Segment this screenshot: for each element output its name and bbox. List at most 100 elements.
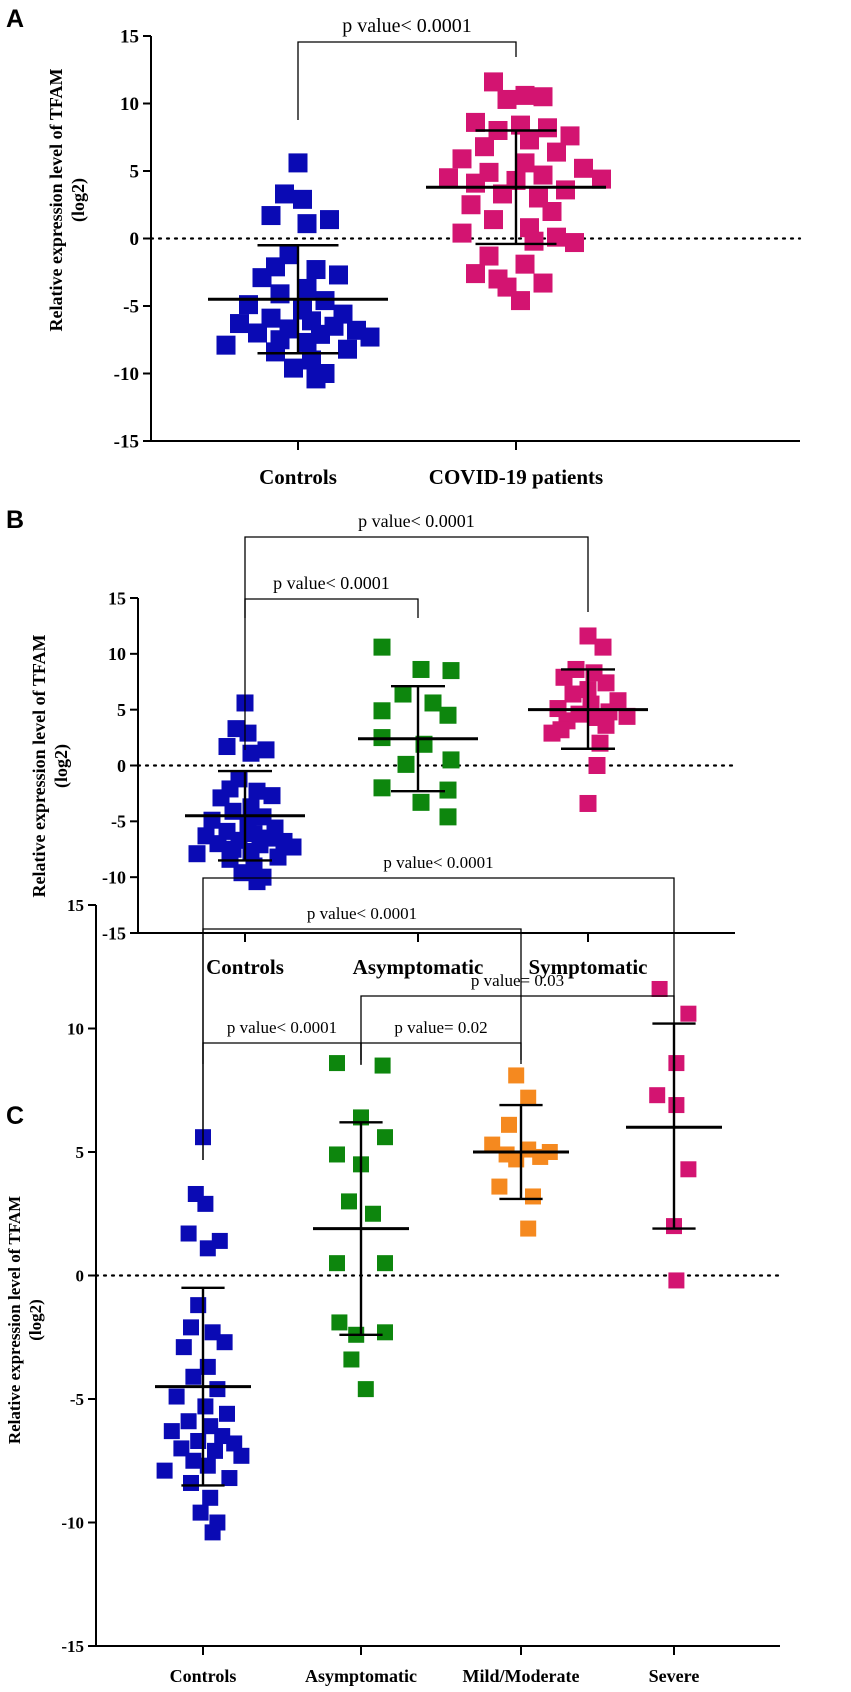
panel-b-point-asymptomatic [424,694,442,712]
panel-b-point-symptomatic [594,638,612,656]
panel-a-point-covid-19-patients [452,149,472,169]
panel-a-point-covid-19-patients [574,158,593,178]
panel-a-category-label: Controls [259,465,337,489]
panel-a-point-covid-19-patients [466,264,485,284]
panel-a-point-controls [293,189,312,209]
panel-a-point-controls [297,214,317,234]
panel-c-plot-area: -15 -10 -5 0 5 10 15 Controls Asymptomatic Mild/M… [61,853,782,1686]
panel-b-letter: B [6,506,24,534]
panel-b-point-controls [248,873,266,891]
panel-a-point-controls [248,323,267,343]
panel-a-category-label: COVID-19 patients [429,465,603,489]
panel-c-point-controls [173,1440,190,1457]
panel-c-ytick-label: 5 [76,1143,85,1162]
panel-a-point-controls [306,369,326,389]
panel-a-point-covid-19-patients [515,254,535,274]
panel-a-point-covid-19-patients [524,231,544,251]
panel-b-point-asymptomatic [439,781,457,799]
panel-c-point-controls [209,1381,226,1398]
panel-b-point-controls [242,842,260,860]
panel-a-ytick-label: 5 [130,162,140,183]
panel-a-point-controls [252,268,272,288]
panel-c-point-controls [197,1398,214,1415]
panel-c-ylabel-line1: Relative expression level of TFAM [5,1196,24,1444]
panel-c-point-severe [649,1087,666,1104]
panel-c-point-mild-moderate [484,1136,501,1153]
panel-c-point-asymptomatic [357,1381,374,1398]
panel-b-ylabel-line1: Relative expression level of TFAM [29,635,49,898]
panel-c-point-controls [156,1462,173,1479]
panel-a-point-controls [320,210,339,230]
panel-a-point-covid-19-patients [466,112,485,132]
panel-c-point-controls [233,1447,250,1464]
panel-c: C Relative expression level of TFAM (log… [5,853,782,1686]
panel-b-point-symptomatic [597,674,615,692]
panel-a-plot-area: -15 -10 -5 0 5 10 15 Controls COVID-19 patients p… [114,15,802,489]
panel-c-ytick-label: 10 [67,1019,84,1038]
panel-b-point-symptomatic [543,724,561,742]
panel-c-point-mild-moderate [501,1116,517,1133]
panel-a-point-controls [261,308,281,328]
panel-b-point-controls [233,864,251,882]
panel-a-ytick-label: -5 [123,297,139,318]
panel-a-point-covid-19-patients [533,87,553,107]
panel-c-point-severe [680,1161,697,1178]
panel-c-point-asymptomatic [365,1205,381,1222]
panel-b-ytick-label: 0 [117,756,126,776]
panel-a-point-covid-19-patients [592,169,611,189]
panel-c-ytick-label: -5 [70,1390,84,1409]
panel-c-point-controls [216,1334,233,1351]
panel-c-ytick-label: -10 [61,1513,84,1532]
panel-c-point-asymptomatic [377,1255,393,1272]
panel-a-point-covid-19-patients [511,291,530,311]
panel-b-ytick-label: 5 [117,700,126,720]
panel-b-point-symptomatic [564,685,582,703]
panel-b-point-asymptomatic [373,702,391,720]
panel-c-ytick-label: 15 [67,896,84,915]
panel-a-point-covid-19-patients [515,153,535,173]
panel-c-point-mild-moderate [525,1188,541,1205]
panel-b-point-controls [257,741,275,759]
panel-c-point-controls [219,1405,235,1422]
panel-b-point-asymptomatic [412,793,430,811]
panel-a-point-covid-19-patients [452,223,472,243]
panel-b-category-label: Symptomatic [529,955,648,979]
panel-c-ytick-label: -15 [61,1637,84,1656]
panel-c-letter: C [6,1102,24,1130]
panel-b-point-controls [269,848,287,866]
panel-c-point-asymptomatic [374,1057,391,1074]
panel-b-p-value-label: p value< 0.0001 [273,573,390,593]
panel-a: A Relative expression level of TFAM (log… [6,5,802,489]
panel-b-point-controls [188,845,206,863]
panel-b-point-asymptomatic [373,779,391,797]
panel-a-point-controls [338,339,357,359]
panel-b-significance-bracket [244,536,589,750]
panel-b-plot-area: -15 -10 -5 0 5 10 15 Controls Asymptomatic Sympto… [102,511,737,979]
panel-c-point-severe [680,1005,697,1022]
panel-c-point-controls [180,1225,197,1242]
panel-b-point-symptomatic [555,668,573,686]
panel-a-point-controls [288,153,308,173]
panel-b-point-asymptomatic [442,662,460,680]
panel-c-point-controls [163,1423,180,1440]
panel-b-point-asymptomatic [397,755,415,773]
panel-c-point-mild-moderate [520,1089,537,1106]
panel-c-ylabel-line2: (log2) [26,1299,45,1341]
panel-b-p-value-label: p value< 0.0001 [358,511,475,531]
panel-a-point-covid-19-patients [461,195,481,215]
panel-c-significance-bracket [202,877,675,1160]
panel-a-point-controls [216,335,236,355]
panel-b-point-controls [239,724,257,742]
panel-b-point-asymptomatic [412,660,430,678]
panel-c-significance-bracket [360,995,675,1105]
panel-c-category-label: Controls [170,1666,237,1686]
panel-a-point-covid-19-patients [497,89,517,109]
panel-b-point-symptomatic [588,757,606,774]
panel-a-ylabel-line1: Relative expression level of TFAM [46,69,66,332]
panel-a-point-controls [306,260,326,280]
panel-c-point-controls [192,1504,209,1521]
panel-c-point-controls [199,1240,216,1257]
panel-c-point-controls [175,1339,192,1356]
panel-c-ytick-label: 0 [76,1266,85,1285]
panel-a-point-controls [275,184,294,204]
